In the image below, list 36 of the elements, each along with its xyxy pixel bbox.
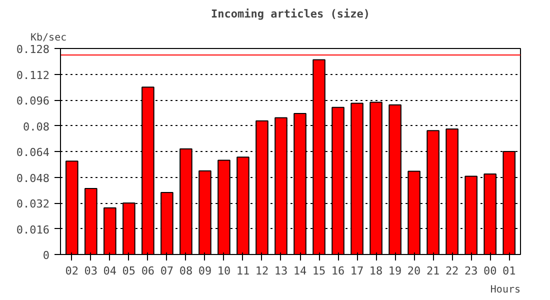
x-tick-label: 02 (65, 264, 79, 278)
y-tick-label: 0.112 (16, 68, 50, 82)
y-axis-title: Kb/sec (30, 32, 67, 44)
y-tick-label: 0.096 (16, 94, 50, 108)
x-tick-label: 12 (255, 264, 269, 278)
x-tick-label: 19 (388, 264, 402, 278)
x-tick-label: 10 (217, 264, 231, 278)
x-tick-label: 20 (407, 264, 421, 278)
x-tick-label: 11 (236, 264, 250, 278)
x-tick-label: 04 (103, 264, 117, 278)
x-tick-label: 03 (84, 264, 98, 278)
x-tick-label: 21 (426, 264, 440, 278)
x-tick-label: 14 (293, 264, 308, 278)
y-tick-label: 0 (42, 249, 50, 262)
x-tick-label: 00 (483, 264, 497, 278)
x-tick-label: 08 (179, 264, 193, 278)
x-tick-label: 01 (502, 264, 516, 278)
y-tick-label: 0.08 (23, 120, 50, 134)
x-tick-label: 07 (160, 264, 174, 278)
x-tick-label: 15 (312, 264, 326, 278)
x-axis-title: Hours (490, 284, 521, 296)
x-tick-label: 06 (141, 264, 155, 278)
x-tick-label: 18 (369, 264, 383, 278)
x-tick-label: 17 (350, 264, 364, 278)
x-tick-label: 09 (198, 264, 212, 278)
chart-title: Incoming articles (size) (211, 8, 370, 20)
y-tick-label: 0.032 (16, 198, 50, 210)
y-tick-label: 0.048 (16, 172, 50, 185)
y-tick-label: 0.064 (16, 146, 50, 159)
x-tick-label: 22 (445, 264, 459, 278)
y-tick-label: 0.016 (16, 223, 50, 236)
x-tick-label: 13 (274, 264, 288, 278)
x-tick-label: 23 (464, 264, 478, 278)
x-tick-label: 16 (331, 264, 345, 278)
x-tick-label: 05 (122, 264, 136, 278)
y-tick-label: 0.128 (16, 43, 50, 56)
